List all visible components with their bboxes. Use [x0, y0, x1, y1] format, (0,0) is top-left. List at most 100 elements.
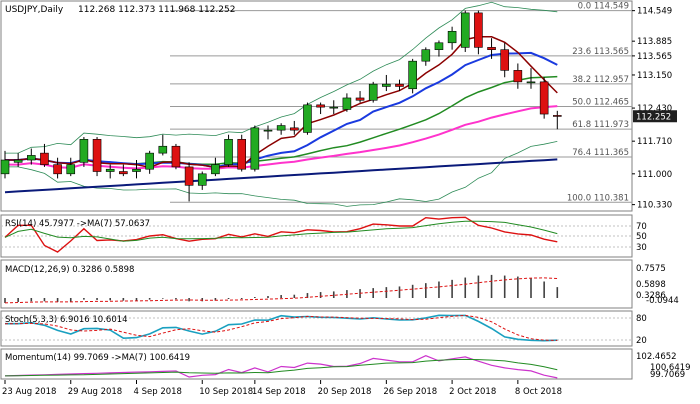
macd-tick-1: 0.5898 [636, 280, 666, 290]
candle-body [408, 60, 417, 90]
candle-body [119, 171, 128, 175]
rsi-tick-50: 50 [636, 232, 647, 242]
candles [0, 10, 562, 202]
rsi-label: RSI(14) 45.7977 ->MA(7) 57.0637 [5, 219, 150, 229]
price-tick-label: 112.430 [637, 104, 672, 114]
time-tick-label: 10 Sep 2018 [199, 387, 253, 397]
candle-body [158, 145, 168, 154]
candle-body [447, 30, 457, 44]
time-tick-label: 14 Sep 2018 [252, 387, 306, 397]
price-tick-label: 113.565 [637, 52, 672, 62]
rsi-line [4, 216, 558, 253]
bollinger-upper-line [5, 1, 558, 154]
price-tick-label: 114.549 [637, 7, 672, 17]
momentum-panel: Momentum(14) 99.7069 ->MA(7) 100.6419 10… [0, 348, 691, 380]
price-panel: 0.0 114.549 23.6 113.565 38.2 112.957 50.0 … [0, 0, 633, 212]
candle-body [0, 159, 10, 175]
price-axis: 114.549 113.885 113.565 113.150 112.430112.2… [632, 7, 677, 211]
fib-label: 61.8 111.973 [572, 120, 629, 130]
macd-tick-0: 0.7575 [636, 264, 666, 274]
candle-body [513, 70, 523, 83]
candle-body [66, 164, 76, 175]
candle-body [250, 127, 260, 170]
candle-body [355, 97, 365, 101]
candle-body [303, 104, 312, 133]
price-tick-label: 113.150 [637, 71, 672, 81]
macd-tick-3: -0.0944 [646, 296, 679, 306]
bollinger-lower-line [5, 141, 558, 207]
candle-body [197, 173, 207, 186]
candle-body [316, 104, 325, 108]
momentum-tick-2: 99.7069 [650, 370, 685, 380]
fib-label: 100.0 110.381 [567, 193, 629, 203]
candle-body [474, 12, 483, 48]
candle-body [329, 106, 339, 109]
candle-body [539, 81, 549, 115]
momentum-line [4, 355, 558, 379]
candle-body [434, 42, 444, 50]
last-price-box [633, 110, 677, 123]
sma-long-line [4, 158, 558, 194]
candle-body [26, 155, 36, 161]
fib-label: 76.4 111.365 [572, 148, 629, 158]
time-tick-label: 26 Sep 2018 [383, 387, 437, 397]
candle-body [289, 127, 299, 131]
candle-body [224, 139, 233, 165]
candle-body [368, 83, 378, 101]
time-tick-label: 2 Oct 2018 [449, 387, 496, 397]
momentum-tick-0: 102.4652 [636, 352, 677, 362]
rsi-panel: RSI(14) 45.7977 ->MA(7) 57.0637 70 50 30 [0, 214, 647, 258]
stoch-signal-line [5, 314, 558, 341]
fib-label: 0.0 114.549 [578, 2, 629, 12]
candle-body [342, 97, 352, 110]
chart-title: USDJPY,Daily [5, 5, 64, 15]
candle-body [237, 139, 246, 170]
candle-body [487, 47, 496, 50]
macd-signal-line [4, 277, 558, 304]
candle-body [13, 159, 23, 163]
rsi-tick-30: 30 [636, 243, 647, 253]
macd-tick-2: 0.3286 [636, 291, 666, 301]
candle-body [552, 115, 562, 117]
macd-panel-frame [0, 259, 633, 309]
candle-body [145, 152, 154, 170]
candle-body [40, 152, 49, 165]
macd-histogram [4, 274, 559, 303]
time-tick-label: 4 Sep 2018 [134, 387, 182, 397]
fib-label: 23.6 113.565 [572, 47, 629, 57]
stoch-main-line [5, 314, 558, 342]
price-tick-label: 111.000 [637, 170, 672, 180]
last-price-label: 112.252 [636, 112, 671, 122]
stoch-tick-20: 20 [636, 336, 647, 346]
price-tick-label: 113.885 [637, 37, 672, 47]
candle-body [526, 81, 536, 84]
time-axis: 23 Aug 2018 29 Aug 2018 4 Sep 2018 10 Sep 2… [2, 380, 562, 397]
candle-body [171, 145, 181, 168]
time-tick-label: 20 Sep 2018 [318, 387, 372, 397]
time-tick-label: 29 Aug 2018 [68, 387, 122, 397]
candle-body [184, 166, 194, 186]
candle-body [276, 125, 286, 131]
price-tick-label: 111.710 [637, 137, 672, 147]
candle-body [92, 139, 102, 172]
stoch-label: Stoch(5,3,3) 6.9016 10.6014 [5, 315, 128, 325]
time-tick-label: 8 Oct 2018 [515, 387, 562, 397]
candle-body [263, 129, 273, 132]
candle-body [382, 83, 391, 87]
momentum-label: Momentum(14) 99.7069 ->MA(7) 100.6419 [5, 353, 190, 363]
stoch-tick-80: 80 [636, 314, 647, 324]
candle-body [395, 83, 404, 87]
time-tick-label: 23 Aug 2018 [2, 387, 56, 397]
rsi-ma-line [4, 220, 558, 242]
candle-body [132, 168, 141, 172]
candle-body [105, 168, 115, 172]
momentum-tick-1: 100.6419 [650, 363, 691, 373]
price-tick-label: 110.330 [637, 201, 672, 211]
macd-label: MACD(12,26,9) 0.3286 0.5898 [5, 265, 134, 275]
ohlc-readout: 112.268 112.373 111.968 112.252 [78, 5, 235, 15]
candle-body [211, 164, 220, 175]
candle-body [421, 49, 431, 62]
fib-label: 50.0 112.465 [572, 97, 629, 107]
